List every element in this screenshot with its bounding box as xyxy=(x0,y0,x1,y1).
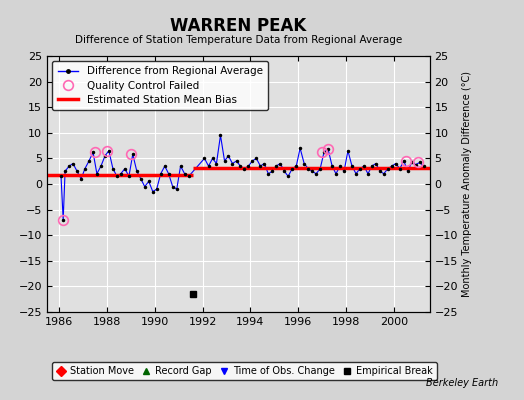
Text: WARREN PEAK: WARREN PEAK xyxy=(170,17,307,35)
Text: Berkeley Earth: Berkeley Earth xyxy=(425,378,498,388)
Y-axis label: Monthly Temperature Anomaly Difference (°C): Monthly Temperature Anomaly Difference (… xyxy=(462,71,472,297)
Legend: Station Move, Record Gap, Time of Obs. Change, Empirical Break: Station Move, Record Gap, Time of Obs. C… xyxy=(52,362,437,380)
Text: Difference of Station Temperature Data from Regional Average: Difference of Station Temperature Data f… xyxy=(75,35,402,45)
